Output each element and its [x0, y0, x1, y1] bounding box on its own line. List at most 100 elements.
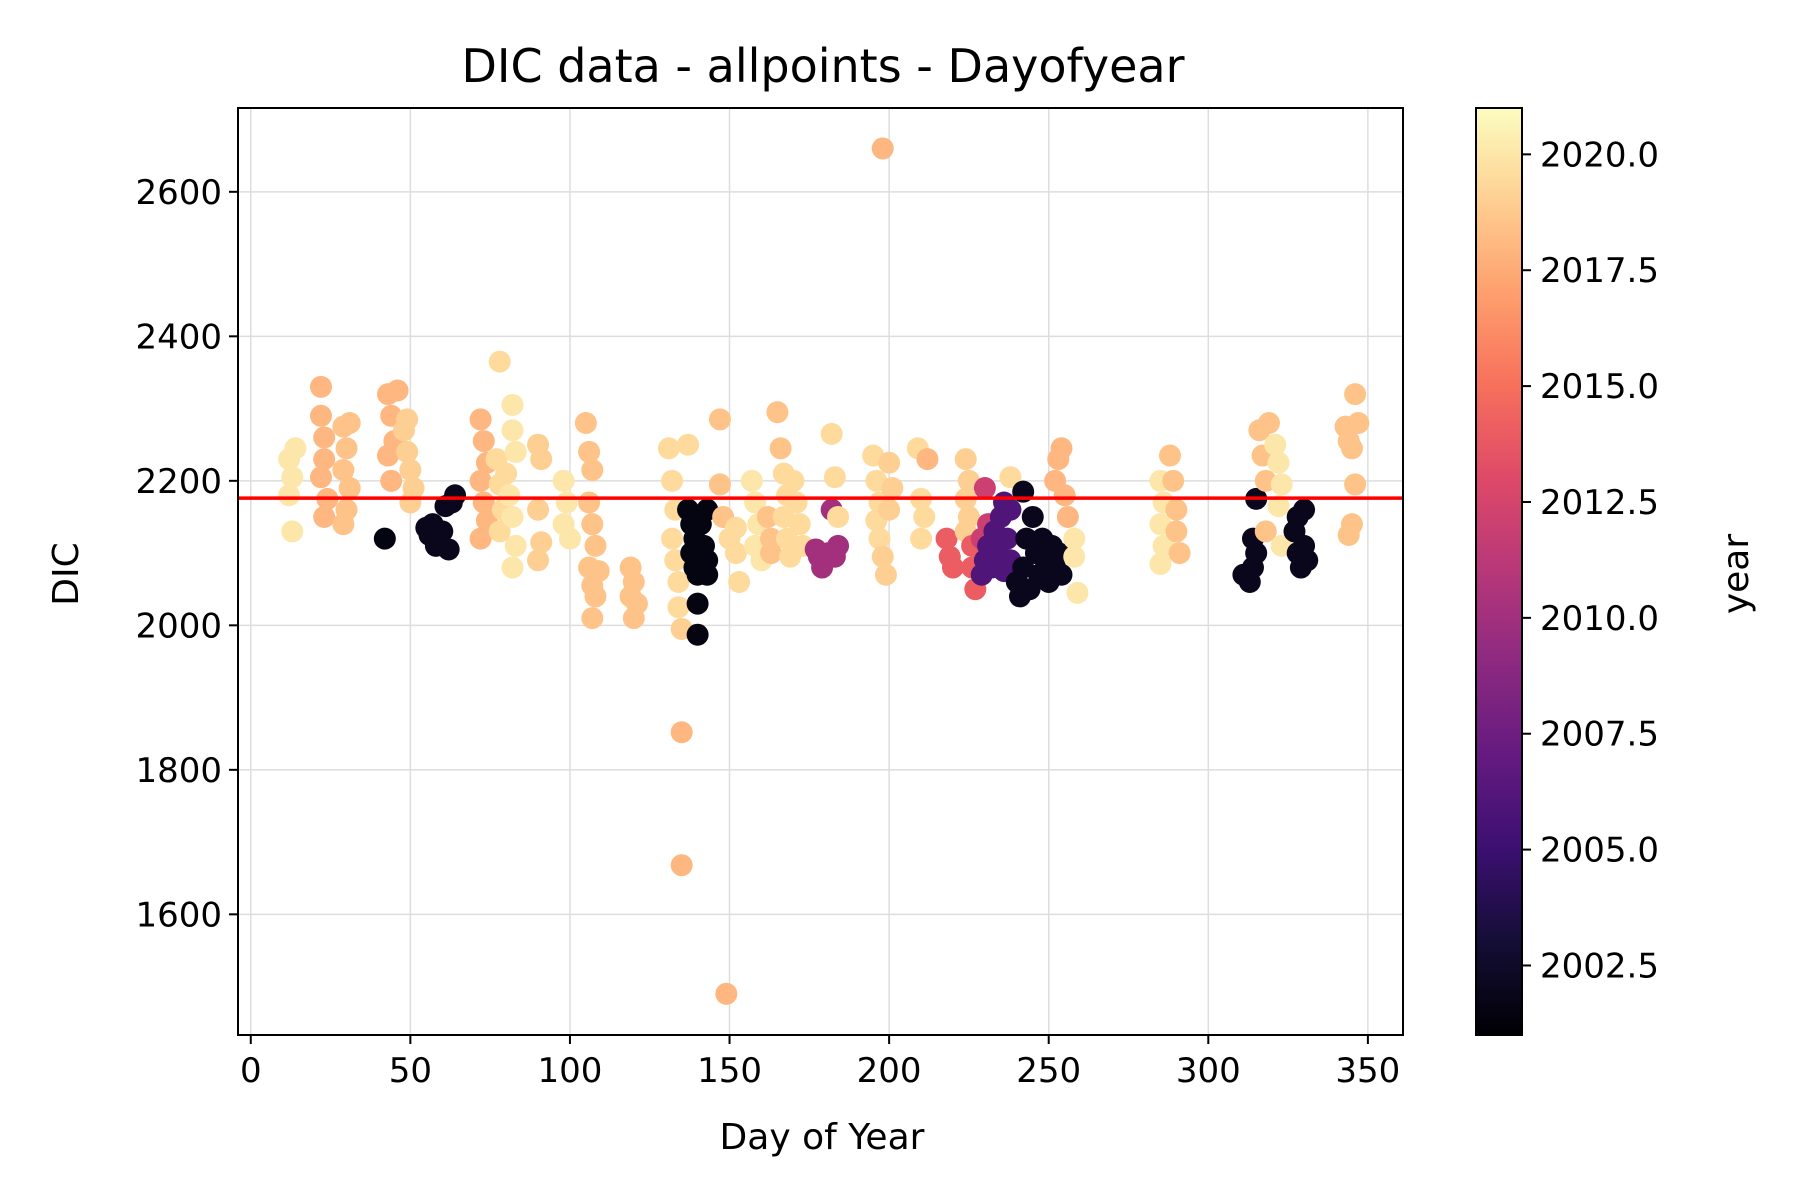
y-tick-label: 2000 — [135, 606, 222, 646]
data-point — [444, 484, 467, 507]
data-point — [1168, 542, 1191, 565]
data-point — [657, 437, 680, 460]
data-point — [469, 469, 492, 492]
data-point — [689, 513, 712, 536]
colorbar-tick-label: 2012.5 — [1540, 483, 1659, 523]
data-point — [313, 505, 336, 528]
data-point — [1267, 451, 1290, 474]
data-point — [756, 505, 779, 528]
data-point — [769, 437, 792, 460]
data-point — [935, 527, 958, 550]
data-point — [1162, 469, 1185, 492]
data-point — [670, 721, 693, 744]
data-point — [715, 982, 738, 1005]
colorbar-label: year — [1716, 534, 1757, 615]
data-point — [1347, 412, 1370, 435]
data-point — [913, 505, 936, 528]
data-point — [625, 592, 648, 615]
data-point — [871, 137, 894, 160]
data-point — [827, 534, 850, 557]
data-point — [686, 623, 709, 646]
data-point — [740, 469, 763, 492]
x-tick-label: 350 — [1335, 1051, 1400, 1091]
data-point — [785, 491, 808, 514]
plot-frame — [237, 107, 1404, 1036]
data-point — [377, 444, 400, 467]
data-point — [1344, 383, 1367, 406]
data-point — [677, 433, 700, 456]
data-point — [820, 422, 843, 445]
data-point — [708, 408, 731, 431]
colorbar-tick-label: 2007.5 — [1540, 715, 1659, 755]
y-axis-label: DIC — [46, 542, 87, 605]
data-point — [874, 563, 897, 586]
data-point — [504, 534, 527, 557]
data-point — [309, 404, 332, 427]
data-point — [396, 440, 419, 463]
data-point — [581, 607, 604, 630]
data-point — [469, 408, 492, 431]
data-point — [1340, 437, 1363, 460]
y-axis: 1600 1800 2000 2200 2400 2600 — [135, 173, 238, 935]
data-point — [581, 458, 604, 481]
data-point — [827, 505, 850, 528]
data-point — [999, 466, 1022, 489]
data-point — [1053, 484, 1076, 507]
data-point — [386, 379, 409, 402]
data-point — [868, 527, 891, 550]
data-point — [954, 448, 977, 471]
y-tick-label: 1600 — [135, 895, 222, 935]
data-point — [527, 498, 550, 521]
x-tick-label: 150 — [697, 1051, 762, 1091]
data-point — [724, 516, 747, 539]
data-point — [782, 469, 805, 492]
data-point — [399, 491, 422, 514]
data-point — [1056, 505, 1079, 528]
data-point — [284, 437, 307, 460]
data-point — [495, 462, 518, 485]
data-point — [941, 556, 964, 579]
data-point — [1254, 520, 1277, 543]
data-point — [999, 498, 1022, 521]
data-point — [1165, 498, 1188, 521]
chart-title: DIC data - allpoints - Dayofyear — [461, 39, 1184, 93]
data-point — [530, 531, 553, 554]
data-point — [1257, 412, 1280, 435]
data-point — [555, 491, 578, 514]
data-point — [501, 505, 524, 528]
plot-area — [237, 107, 1404, 1036]
data-point — [1159, 444, 1181, 467]
data-point — [278, 484, 301, 507]
data-point — [686, 592, 709, 615]
data-point — [587, 560, 610, 583]
data-point — [1066, 581, 1089, 604]
data-point — [373, 527, 396, 550]
data-point — [396, 408, 419, 431]
colorbar-tick-label: 2010.0 — [1540, 599, 1659, 639]
x-tick-label: 0 — [240, 1051, 262, 1091]
x-tick-label: 50 — [389, 1051, 432, 1091]
x-tick-label: 200 — [857, 1051, 922, 1091]
colorbar-tick-label: 2015.0 — [1540, 367, 1659, 407]
colorbar: 2002.5 2005.0 2007.5 2010.0 2012.5 2015.0 2017… — [1475, 107, 1757, 1036]
x-axis: 0 50 100 150 200 250 300 350 — [240, 1035, 1400, 1091]
data-point — [338, 477, 361, 500]
data-point — [488, 520, 511, 543]
data-point — [823, 466, 846, 489]
data-point — [881, 477, 904, 500]
data-point — [916, 448, 939, 471]
data-point — [728, 570, 751, 593]
data-point — [335, 437, 358, 460]
data-point — [1337, 524, 1360, 547]
colorbar-tick-label: 2002.5 — [1540, 946, 1659, 986]
data-point — [1149, 552, 1172, 575]
data-point — [281, 466, 304, 489]
data-point — [437, 538, 460, 561]
data-point — [1245, 542, 1268, 565]
data-point — [281, 520, 304, 543]
data-point — [584, 585, 607, 608]
y-tick-label: 2200 — [135, 462, 222, 502]
data-point — [1050, 563, 1073, 586]
data-point — [309, 375, 332, 398]
